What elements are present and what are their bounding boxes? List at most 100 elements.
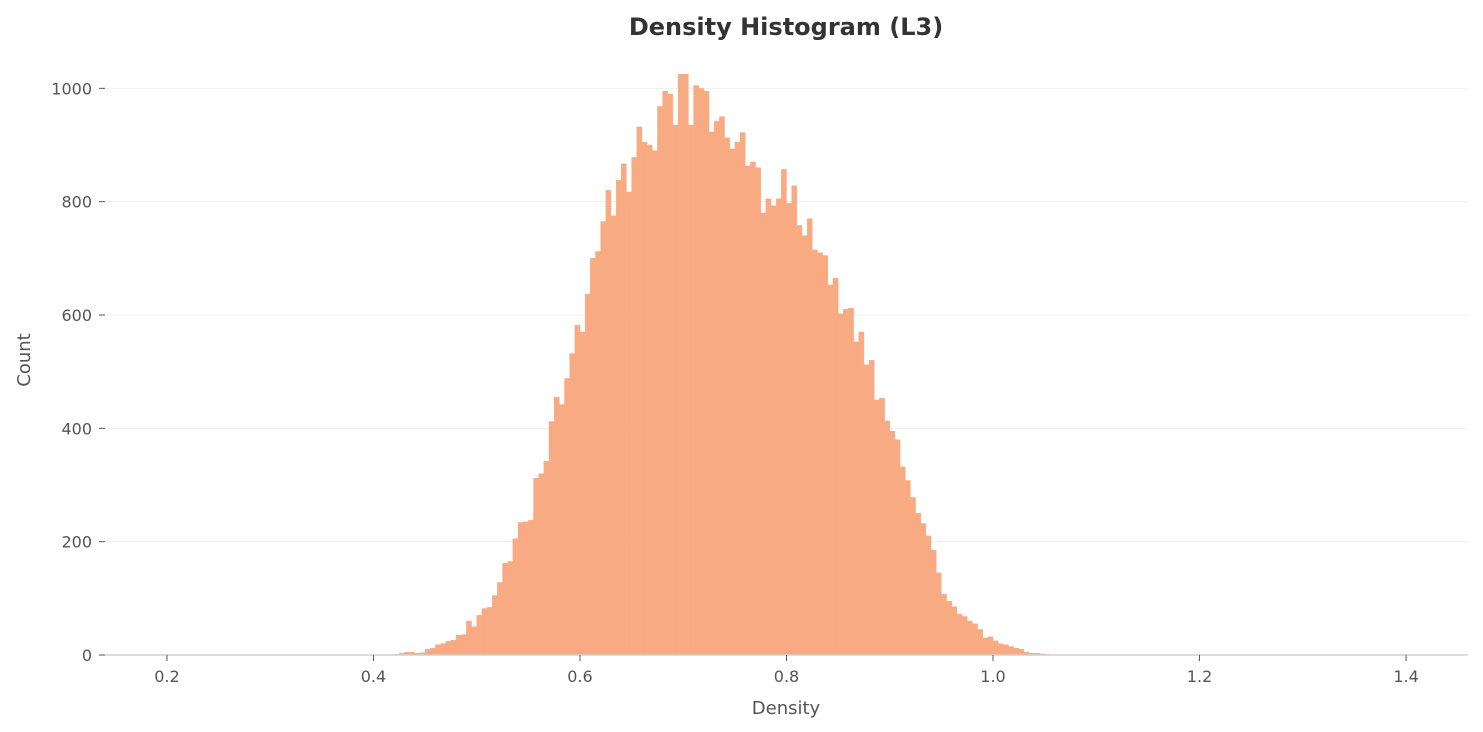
histogram-bar	[1008, 646, 1014, 656]
histogram-bar	[822, 255, 829, 656]
histogram-bar	[905, 480, 911, 656]
histogram-bar	[466, 620, 472, 656]
histogram-bar	[765, 198, 772, 656]
x-tick-label: 1.4	[1393, 667, 1418, 686]
histogram-bar	[843, 309, 849, 656]
y-axis-label: Count	[14, 333, 35, 386]
histogram-bar	[806, 218, 813, 656]
histogram-bar	[734, 141, 741, 656]
histogram-bar	[755, 167, 761, 656]
histogram-bar	[936, 572, 942, 656]
histogram-bar	[677, 73, 684, 656]
histogram-bar	[1013, 648, 1020, 656]
histogram-bar	[967, 620, 973, 656]
histogram-bar	[801, 235, 808, 656]
histogram-bar	[827, 284, 834, 656]
histogram-bar	[972, 623, 978, 656]
histogram-bar	[435, 644, 441, 656]
histogram-bar	[610, 215, 617, 656]
histogram-bar	[507, 561, 514, 656]
histogram-bar	[894, 439, 901, 656]
chart-title: Density Histogram (L3)	[629, 13, 943, 41]
histogram-bar	[786, 203, 792, 656]
histogram-bar	[775, 198, 782, 656]
histogram-bar	[770, 205, 777, 656]
histogram-bar	[445, 641, 452, 656]
histogram-bar	[874, 399, 880, 656]
histogram-bar	[424, 649, 431, 656]
histogram-bar	[951, 606, 958, 656]
histogram-bar	[590, 258, 596, 656]
histogram-bar	[476, 615, 483, 656]
x-tick-label: 0.8	[774, 667, 799, 686]
histogram-bar	[832, 277, 839, 656]
histogram-bar	[992, 640, 999, 656]
histogram-bar	[941, 594, 947, 656]
histogram-bar	[636, 126, 643, 656]
histogram-bar	[455, 634, 462, 656]
histogram-bar	[930, 549, 937, 656]
y-tick-label: 600	[61, 306, 92, 325]
y-tick-label: 400	[61, 419, 92, 438]
histogram-bar	[750, 161, 756, 656]
histogram-bar	[858, 331, 865, 656]
histogram-bar	[584, 293, 591, 656]
histogram-bar	[688, 124, 694, 656]
histogram-bar	[461, 634, 467, 656]
histogram-bar	[662, 90, 668, 656]
histogram-bar	[791, 185, 798, 656]
histogram-bar	[987, 636, 994, 656]
histogram-bar	[812, 249, 818, 656]
histogram-bar	[517, 522, 524, 656]
histogram-bar	[631, 157, 637, 656]
histogram-bar	[595, 251, 601, 656]
histogram-bar	[615, 179, 622, 656]
histogram-bar	[817, 252, 823, 656]
histogram-bar	[672, 124, 679, 656]
histogram-bar	[657, 106, 663, 656]
histogram-bar	[703, 90, 710, 656]
histogram-bar	[486, 607, 493, 656]
x-tick-label: 0.6	[567, 667, 592, 686]
histogram-bar	[868, 360, 875, 656]
histogram-bar	[899, 466, 906, 656]
histogram-bar	[646, 144, 653, 656]
histogram-bar	[915, 513, 921, 656]
histogram-bar	[982, 637, 989, 656]
histogram-bar	[863, 364, 870, 656]
histogram-bar	[683, 73, 689, 656]
histogram-bar	[559, 404, 565, 656]
histogram-bar	[528, 519, 534, 656]
y-tick-label: 800	[61, 193, 92, 212]
histogram-bar	[739, 132, 746, 656]
histogram-bars	[393, 73, 1051, 656]
histogram-bar	[621, 163, 627, 656]
histogram-bar	[652, 150, 658, 656]
histogram-bar	[848, 308, 854, 656]
histogram-bar	[910, 497, 916, 656]
histogram-bar	[553, 396, 560, 656]
histogram-bar	[667, 93, 674, 656]
y-tick-label: 0	[82, 646, 92, 665]
histogram-bar	[1003, 644, 1009, 656]
histogram-bar	[781, 169, 787, 656]
histogram-bar	[471, 626, 477, 656]
histogram-bar	[579, 331, 586, 656]
x-tick-label: 1.2	[1187, 667, 1212, 686]
histogram-bar	[853, 341, 859, 656]
histogram-bar	[1018, 649, 1025, 656]
x-tick-label: 1.0	[980, 667, 1005, 686]
histogram-bar	[719, 116, 725, 656]
histogram-bar	[760, 212, 767, 656]
x-axis-label: Density	[752, 698, 821, 719]
y-axis-ticks: 0 200 400 600 800 1000	[51, 79, 105, 665]
histogram-bar	[698, 88, 705, 656]
histogram-bar	[961, 616, 968, 656]
histogram-bar	[641, 141, 648, 656]
histogram-bar	[522, 521, 529, 656]
histogram-bar	[569, 353, 576, 656]
histogram-bar	[512, 538, 519, 656]
histogram-bar	[440, 643, 446, 656]
histogram-bar	[574, 325, 581, 656]
